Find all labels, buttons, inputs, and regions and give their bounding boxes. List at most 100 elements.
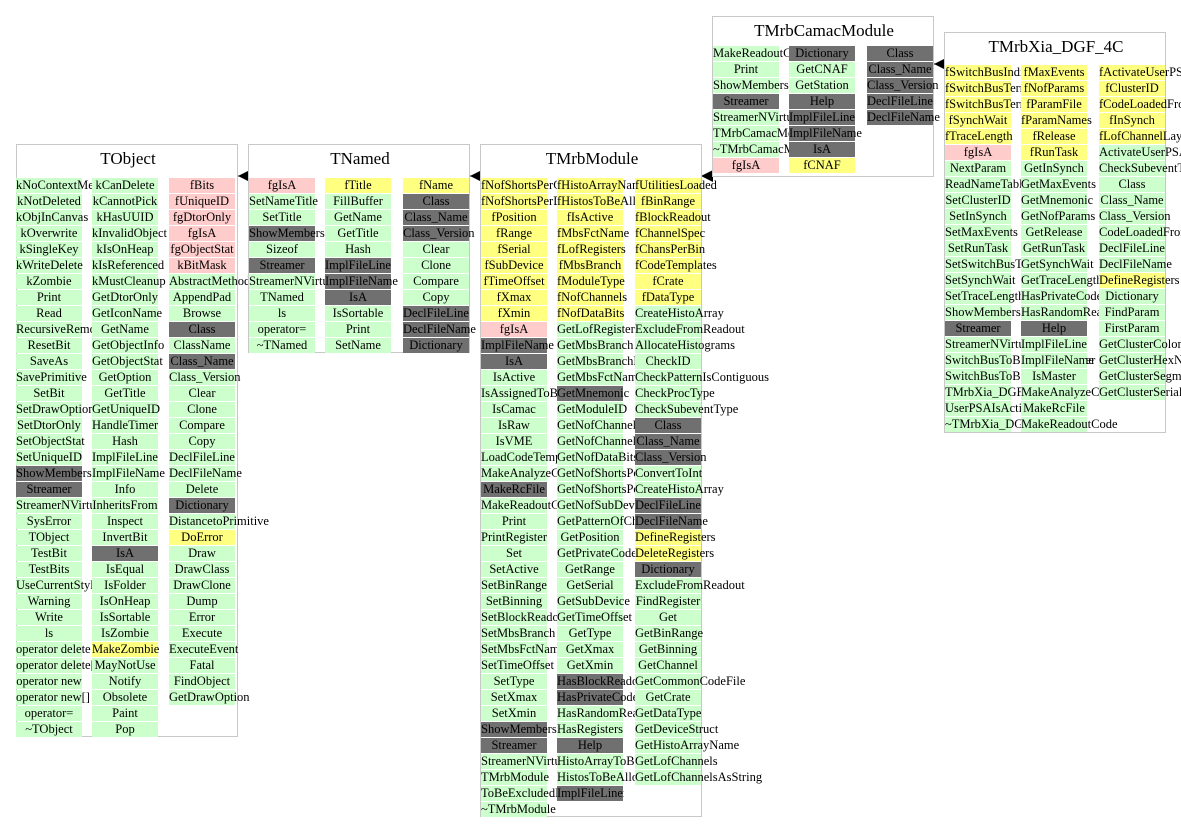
class-member[interactable]: InvertBit [92, 530, 158, 545]
class-member[interactable]: ShowMembers [481, 722, 557, 737]
class-member[interactable]: Class_Version [403, 226, 475, 241]
class-member[interactable]: GetMbsBranchName [557, 354, 664, 369]
class-member[interactable]: IsA [789, 142, 855, 157]
class-member[interactable]: Class_Name [635, 434, 701, 449]
class-member[interactable]: SetName [325, 338, 391, 353]
class-member[interactable]: fLofChannelLayouts [1099, 129, 1181, 144]
class-member[interactable]: SetXmax [481, 690, 547, 705]
class-member[interactable]: FillBuffer [325, 194, 391, 209]
class-member[interactable]: ImplFileName [92, 466, 165, 481]
class-member[interactable]: GetTitle [92, 386, 158, 401]
class-member[interactable]: IsEqual [92, 562, 158, 577]
class-member[interactable]: GetPosition [557, 530, 623, 545]
class-member[interactable]: MakeZombie [92, 642, 160, 657]
class-member[interactable]: fRunTask [1021, 145, 1087, 160]
class-member[interactable]: HasBlockReadout [557, 674, 648, 689]
class-member[interactable]: GetClusterSegments [1099, 369, 1181, 384]
class-member[interactable]: Error [169, 610, 235, 625]
class-member[interactable]: IsSortable [92, 610, 158, 625]
class-member[interactable]: SetInSynch [945, 209, 1011, 224]
class-member[interactable]: fParamFile [1021, 97, 1087, 112]
class-member[interactable]: GetClusterHexNum [1099, 353, 1181, 368]
class-member[interactable]: GetHistoArrayName [635, 738, 740, 753]
class-member[interactable]: fChannelSpec [635, 226, 706, 241]
class-member[interactable]: IsZombie [92, 626, 158, 641]
class-member[interactable]: IsCamac [481, 402, 547, 417]
class-member[interactable]: GetSerial [557, 578, 623, 593]
class-member[interactable]: GetCommonCodeFile [635, 674, 746, 689]
class-member[interactable]: kCanDelete [92, 178, 158, 193]
class-member[interactable]: UseCurrentStyle [16, 578, 100, 593]
class-member[interactable]: kIsOnHeap [92, 242, 158, 257]
class-box-tmrbmodule[interactable]: TMrbModule fNofShortsPerChannel fNofShort… [480, 144, 769, 817]
class-member[interactable]: GetOption [92, 370, 158, 385]
class-member[interactable]: fNofChannels [557, 290, 628, 305]
class-member[interactable]: SetTraceLength [945, 289, 1025, 304]
class-member[interactable]: DeclFileName [169, 466, 242, 481]
class-member[interactable]: Class [867, 46, 933, 61]
class-member[interactable]: kNotDeleted [16, 194, 82, 209]
class-member[interactable]: SaveAs [16, 354, 82, 369]
class-member[interactable]: Copy [403, 290, 469, 305]
class-member[interactable]: fSerial [481, 242, 547, 257]
class-member[interactable]: GetRelease [1021, 225, 1087, 240]
class-member[interactable]: FindParam [1099, 305, 1165, 320]
class-member[interactable]: StreamerNVirtual [16, 498, 105, 513]
class-member[interactable]: fRelease [1021, 129, 1087, 144]
class-member[interactable]: kIsReferenced [92, 258, 165, 273]
class-member[interactable]: CreateHistoArray [635, 482, 724, 497]
class-member[interactable]: CheckID [635, 354, 701, 369]
class-member[interactable]: IsMaster [1021, 369, 1087, 384]
class-member[interactable]: fDataType [635, 290, 701, 305]
class-member[interactable]: ToBeExcludedFromReadout [481, 786, 624, 801]
class-member[interactable]: Fatal [169, 658, 235, 673]
class-member[interactable]: fTimeOffset [481, 274, 547, 289]
class-member[interactable]: IsAssignedToBranch [481, 386, 586, 401]
class-member[interactable]: SavePrimitive [16, 370, 87, 385]
class-member[interactable]: SetNameTitle [249, 194, 318, 209]
class-member[interactable]: DrawClass [169, 562, 235, 577]
class-member[interactable]: DeclFileLine [867, 94, 933, 109]
class-member[interactable]: DeclFileLine [403, 306, 469, 321]
class-member[interactable]: fRange [481, 226, 547, 241]
class-member[interactable]: InheritsFrom [92, 498, 158, 513]
class-member[interactable]: HasPrivateCode [557, 690, 639, 705]
class-member[interactable]: GetSynchWait [1021, 257, 1094, 272]
class-member[interactable]: Streamer [713, 94, 779, 109]
class-member[interactable]: fSwitchBusIndive [945, 65, 1036, 80]
class-member[interactable]: Streamer [16, 482, 82, 497]
class-member[interactable]: GetClusterColor [1099, 337, 1181, 352]
class-member[interactable]: ImplFileName [481, 338, 554, 353]
class-member[interactable]: kMustCleanup [92, 274, 166, 289]
class-member[interactable]: HasRandomReadout [557, 706, 661, 721]
class-member[interactable]: GetCrate [635, 690, 701, 705]
class-member[interactable]: Read [16, 306, 82, 321]
class-member[interactable]: IsRaw [481, 418, 547, 433]
class-member[interactable]: GetSubDevice [557, 594, 630, 609]
class-member[interactable]: DefineRegisters [1099, 273, 1180, 288]
class-member[interactable]: Dictionary [403, 338, 469, 353]
class-member[interactable]: DeclFileLine [635, 498, 701, 513]
class-member[interactable]: GetClusterSerial [1099, 385, 1181, 400]
class-member[interactable]: Class [1099, 177, 1165, 192]
class-member[interactable]: kHasUUID [92, 210, 158, 225]
class-member[interactable]: kZombie [16, 274, 82, 289]
class-member[interactable]: MakeRcFile [1021, 401, 1087, 416]
class-member[interactable]: Streamer [249, 258, 315, 273]
class-member[interactable]: fUtilitiesLoaded [635, 178, 717, 193]
class-member[interactable]: operator new[] [16, 690, 90, 705]
class-member[interactable]: operator delete[] [16, 658, 99, 673]
class-member[interactable]: fgObjectStat [169, 242, 235, 257]
class-member[interactable]: operator new [16, 674, 82, 689]
class-member[interactable]: GetTraceLength [1021, 273, 1103, 288]
class-member[interactable]: GetObjectInfo [92, 338, 165, 353]
class-member[interactable]: MakeAnalyzeCode [1021, 385, 1118, 400]
class-member[interactable]: ReadNameTable [945, 177, 1029, 192]
class-member[interactable]: IsSortable [325, 306, 391, 321]
class-member[interactable]: DeclFileLine [1099, 241, 1165, 256]
class-member[interactable]: HasPrivateCode [1021, 289, 1103, 304]
class-member[interactable]: GetNofSubDevices [557, 498, 655, 513]
class-member[interactable]: Class [403, 194, 469, 209]
class-member[interactable]: fTitle [325, 178, 391, 193]
class-member[interactable]: fInSynch [1099, 113, 1165, 128]
